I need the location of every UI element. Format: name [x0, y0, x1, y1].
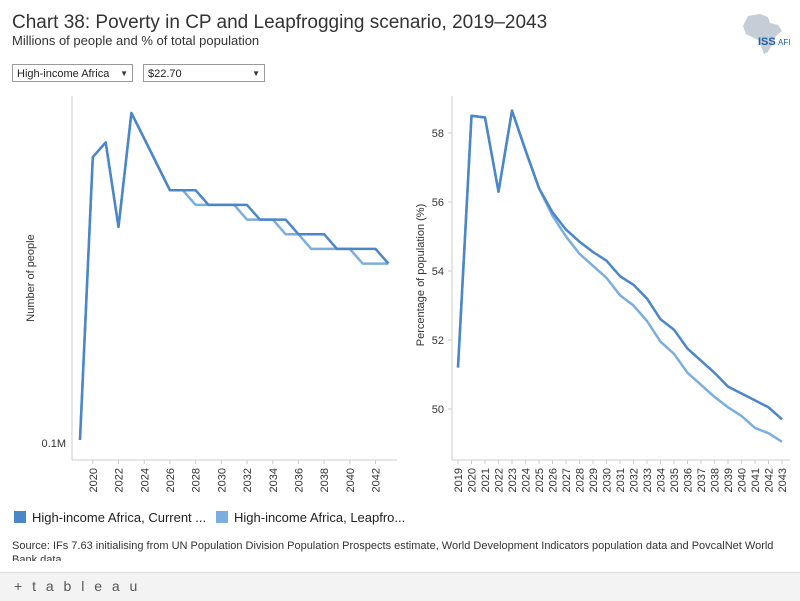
right-y-tick-label: 58: [432, 128, 444, 140]
page-subtitle: Millions of people and % of total popula…: [12, 33, 260, 48]
right-y-tick-label: 52: [432, 335, 444, 347]
right-x-tick-label: 2023: [507, 468, 519, 492]
region-dropdown-value: High-income Africa: [17, 68, 110, 80]
right-x-tick-label: 2026: [548, 468, 560, 492]
right-x-tick-label: 2042: [764, 468, 776, 492]
right-x-tick-label: 2029: [588, 468, 600, 492]
right-x-tick-label: 2024: [521, 468, 533, 492]
right-x-tick-label: 2028: [575, 468, 587, 492]
right-x-tick-label: 2040: [737, 468, 749, 492]
left-x-tick-label: 2020: [88, 468, 100, 492]
right-x-tick-label: 2036: [683, 468, 695, 492]
legend-label-current: High-income Africa, Current ...: [32, 510, 207, 525]
logo-text: ISS: [758, 36, 776, 48]
right-x-tick-label: 2027: [561, 468, 573, 492]
legend-item-leapfrog[interactable]: High-income Africa, Leapfro...: [216, 510, 405, 525]
left-x-tick-label: 2028: [191, 468, 203, 492]
threshold-dropdown[interactable]: $22.70 ▼: [143, 64, 265, 82]
left-series-current-line: [78, 111, 390, 441]
threshold-dropdown-value: $22.70: [148, 68, 182, 80]
right-x-tick-label: 2037: [696, 468, 708, 492]
left-x-tick-label: 2024: [139, 468, 151, 492]
left-x-tick-label: 2042: [371, 468, 383, 492]
right-x-tick-label: 2043: [777, 468, 789, 492]
right-y-axis-label: Percentage of population (%): [415, 204, 427, 346]
right-x-tick-label: 2021: [480, 468, 492, 492]
legend-item-current[interactable]: High-income Africa, Current ...: [14, 510, 206, 525]
region-dropdown[interactable]: High-income Africa ▼: [12, 64, 133, 82]
right-x-tick-label: 2030: [602, 468, 614, 492]
left-x-tick-label: 2038: [319, 468, 331, 492]
right-y-tick-label: 54: [432, 266, 444, 278]
legend-swatch-leapfrog: [216, 511, 228, 523]
africa-map-icon: [743, 14, 782, 54]
right-x-tick-label: 2031: [615, 468, 627, 492]
right-x-tick-label: 2039: [723, 468, 735, 492]
left-x-tick-label: 2036: [293, 468, 305, 492]
left-x-tick-label: 2040: [345, 468, 357, 492]
iss-afi-logo[interactable]: ISS AFI: [734, 12, 792, 56]
legend-label-leapfrog: High-income Africa, Leapfro...: [234, 510, 406, 525]
charts-area: Number of people 0.1M 2020 2022 2024 2026 2028…: [25, 96, 790, 492]
right-y-tick-label: 50: [432, 404, 444, 416]
right-x-tick-label: 2032: [629, 468, 641, 492]
tableau-logo[interactable]: + t a b l e a u: [14, 578, 141, 594]
right-x-tick-label: 2033: [642, 468, 654, 492]
right-y-tick-label: 56: [432, 197, 444, 209]
chevron-down-icon: ▼: [120, 69, 128, 78]
left-y-axis-label: Number of people: [25, 234, 37, 321]
right-x-tick-label: 2035: [669, 468, 681, 492]
right-x-tick-label: 2025: [534, 468, 546, 492]
chevron-down-icon: ▼: [252, 69, 260, 78]
right-x-tick-label: 2019: [453, 468, 465, 492]
left-x-tick-label: 2030: [216, 468, 228, 492]
source-note: Source: IFs 7.63 initialising from UN Po…: [12, 540, 774, 561]
legend-swatch-current: [14, 511, 26, 523]
left-y-tick-label: 0.1M: [42, 438, 66, 450]
right-series-current-line: [456, 109, 783, 421]
tableau-footer: + t a b l e a u: [0, 572, 800, 601]
page-title: Chart 38: Poverty in CP and Leapfrogging…: [12, 12, 548, 33]
right-x-tick-label: 2034: [656, 468, 668, 492]
right-x-tick-label: 2022: [494, 468, 506, 492]
right-x-tick-label: 2041: [750, 468, 762, 492]
logo-suffix: AFI: [778, 38, 790, 47]
left-x-tick-label: 2032: [242, 468, 254, 492]
right-x-tick-label: 2038: [710, 468, 722, 492]
right-x-tick-label: 2020: [467, 468, 479, 492]
left-x-tick-label: 2022: [114, 468, 126, 492]
left-x-tick-label: 2034: [268, 468, 280, 492]
left-x-tick-label: 2026: [165, 468, 177, 492]
